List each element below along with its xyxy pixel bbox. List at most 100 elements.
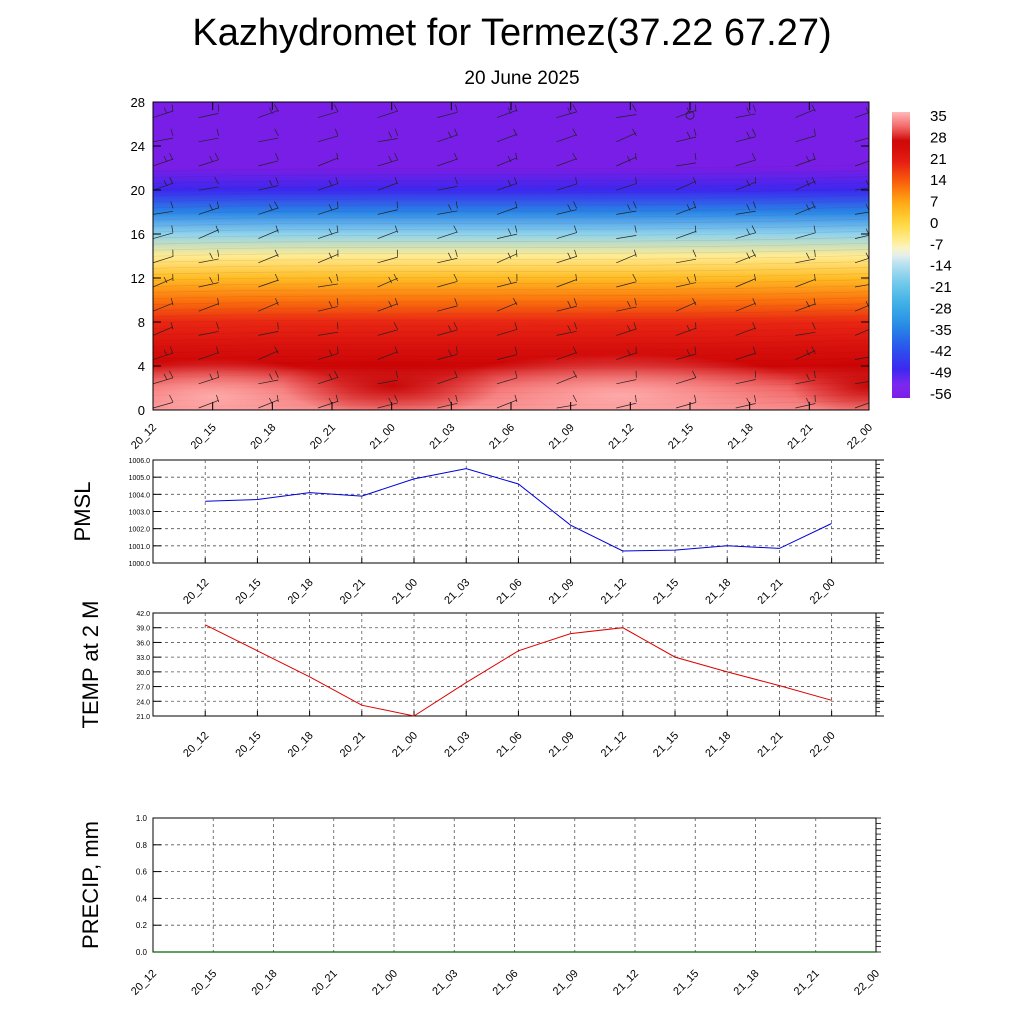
x-tick-label: 21_21: [755, 577, 785, 607]
contour-line: [153, 297, 869, 305]
wind-barb-shaft: [556, 352, 577, 360]
wind-barb-shaft: [616, 281, 637, 288]
wind-barb-flag: [393, 273, 398, 282]
x-tick-label: 20_21: [338, 730, 368, 760]
wind-barb-shaft: [675, 162, 697, 167]
wind-barb-shaft: [153, 402, 174, 409]
wind-barb-flag: [163, 373, 168, 380]
wind-barb-flag: [627, 155, 631, 163]
wind-barb-flag: [746, 228, 750, 235]
wind-barb-shaft: [675, 282, 697, 288]
wind-barb-shaft: [153, 326, 174, 336]
colorbar-label: 28: [930, 129, 947, 146]
x-tick-label: 21_06: [491, 968, 521, 998]
wind-barb-flag: [634, 152, 637, 161]
wind-barb-shaft: [198, 207, 219, 215]
wind-barb-shaft: [675, 353, 697, 360]
wind-barb-flag: [806, 252, 810, 259]
wind-barb-flag: [811, 346, 816, 354]
wind-barb-shaft: [317, 183, 339, 191]
wind-barb-shaft: [258, 137, 279, 143]
wind-barb-shaft: [616, 328, 637, 336]
wind-barb-shaft: [556, 183, 577, 191]
wind-barb-shaft: [735, 278, 756, 288]
x-tick-label: 21_15: [666, 422, 696, 452]
wind-barb-flag: [394, 346, 398, 354]
y-tick-label: 0: [138, 403, 145, 418]
wind-barb-flag: [448, 252, 452, 259]
y-tick-label: 21.0: [136, 714, 150, 721]
wind-barb-flag: [169, 177, 174, 185]
wind-barb-flag: [216, 128, 220, 136]
wind-barb-shaft: [556, 305, 577, 312]
wind-barb-shaft: [437, 329, 458, 336]
wind-barb-shaft: [437, 403, 458, 409]
wind-barb-flag: [752, 346, 756, 354]
wind-barb-shaft: [854, 356, 869, 360]
wind-barb-flag: [811, 201, 816, 209]
wind-barb-flag: [751, 152, 756, 161]
pmsl-panel: 1000.0 1001.0 1002.0 1003.0 1004.0 1005.0 1006…: [70, 458, 884, 607]
wind-barb-shaft: [377, 329, 398, 336]
wind-barb-shaft: [198, 186, 219, 191]
wind-barb-flag: [209, 155, 213, 163]
colorbar: 35 28 21 14 7 0 -7 -14 -21 -28 -35 -42 -49 -56: [892, 108, 952, 403]
wind-barb-shaft: [795, 206, 816, 215]
wind-barb-flag: [274, 128, 279, 136]
wind-barb-flag: [277, 322, 279, 330]
x-tick-label: 21_03: [427, 422, 457, 452]
series-line: [205, 468, 832, 552]
wind-barb-shaft: [377, 402, 398, 409]
wind-barb-shaft: [735, 210, 756, 215]
wind-barb-flag: [811, 104, 816, 112]
wind-barb-flag: [693, 273, 697, 282]
surface-cool-area: [789, 355, 869, 410]
wind-barb-flag: [814, 273, 816, 282]
wind-barb-shaft: [556, 330, 577, 336]
wind-barb-flag: [635, 177, 637, 185]
wind-barb-flag: [456, 346, 458, 354]
contour-line: [153, 345, 869, 354]
x-tick-label: 21_18: [703, 577, 733, 607]
wind-barb-shaft: [377, 182, 398, 191]
wind-barb-shaft: [675, 301, 697, 312]
colorbar-label: 7: [930, 194, 938, 211]
wind-barb-flag: [394, 394, 398, 403]
y-tick-label: 24.0: [136, 699, 150, 706]
wind-barb-shaft: [437, 305, 458, 312]
wind-barb-shaft: [317, 306, 339, 312]
wind-barb-flag: [752, 128, 756, 136]
x-tick-label: 20_18: [286, 730, 316, 760]
wind-barb-shaft: [795, 403, 816, 409]
wind-barb-flag: [507, 107, 512, 114]
wind-barb-shaft: [496, 206, 518, 215]
wind-barb-flag: [275, 177, 279, 185]
colorbar-label: 35: [930, 108, 947, 125]
wind-barb-flag: [752, 104, 756, 112]
colorbar-label: -35: [930, 322, 952, 339]
wind-barb-flag: [216, 322, 220, 330]
wind-barb-shaft: [735, 352, 756, 360]
wind-barb-shaft: [198, 400, 219, 409]
wind-barb-shaft: [735, 254, 756, 264]
wind-barb-flag: [872, 177, 875, 184]
y-tick-label: 0.8: [136, 841, 148, 850]
wind-barb-shaft: [616, 183, 637, 191]
wind-barb-flag: [274, 104, 279, 112]
wind-barb-flag: [627, 349, 631, 356]
wind-barb-flag: [274, 249, 279, 257]
wind-barb-shaft: [795, 303, 816, 312]
wind-barb-shaft: [496, 302, 518, 312]
wind-barb-shaft: [258, 379, 279, 385]
y-tick-label: 1002.0: [129, 527, 151, 534]
wind-barb-shaft: [496, 133, 518, 143]
wind-barb-shaft: [377, 379, 398, 385]
wind-barb-flag: [328, 276, 333, 284]
wind-barb-flag: [873, 298, 875, 305]
colorbar-label: 14: [930, 172, 947, 189]
wind-barb-flag: [209, 252, 213, 259]
wind-barb-flag: [874, 322, 875, 329]
wind-barb-shaft: [377, 351, 398, 360]
wind-barb-flag: [170, 201, 174, 209]
